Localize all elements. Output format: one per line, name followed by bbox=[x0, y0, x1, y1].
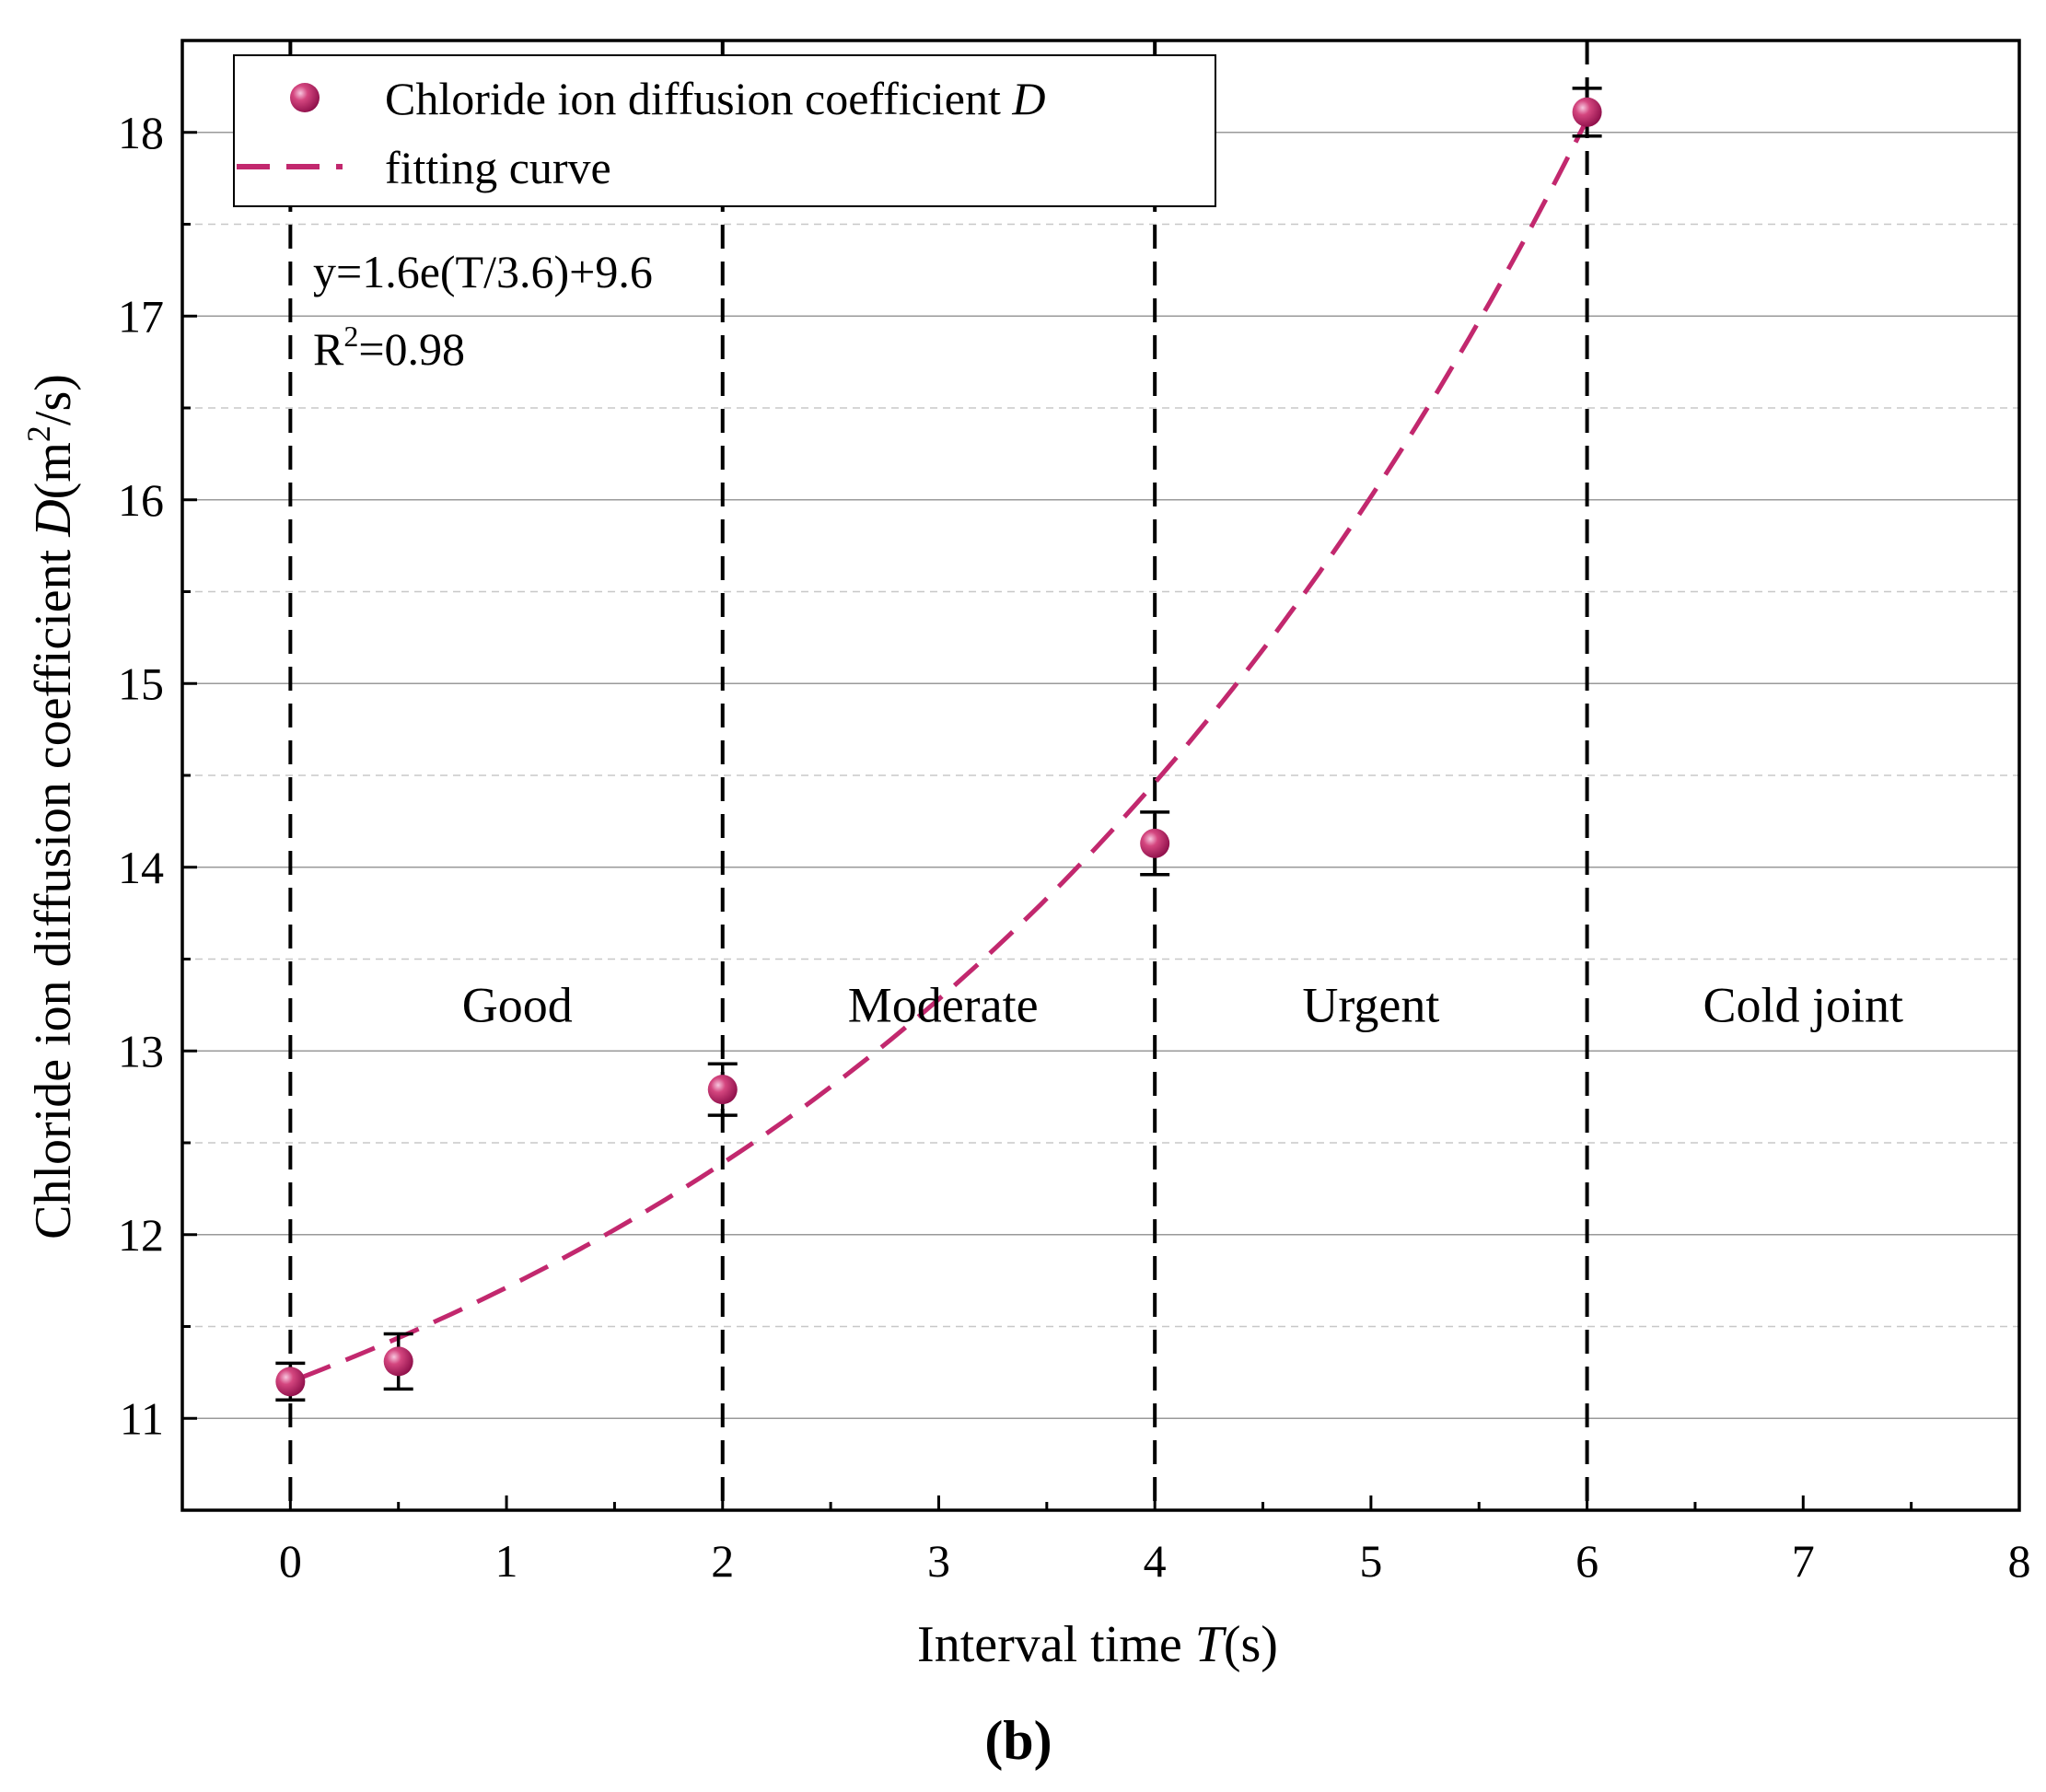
x-tick-label: 6 bbox=[1575, 1535, 1598, 1587]
legend-label-curve: fitting curve bbox=[385, 142, 611, 193]
y-tick-label: 12 bbox=[118, 1209, 164, 1261]
y-tick-label: 13 bbox=[118, 1025, 164, 1076]
grid-layer bbox=[182, 131, 2019, 1420]
x-tick-label: 2 bbox=[711, 1535, 734, 1587]
data-point bbox=[1140, 828, 1170, 858]
x-tick-label: 5 bbox=[1359, 1535, 1382, 1587]
fit-annotation: y=1.6e(T/3.6)+9.6 R2=0.98 bbox=[313, 246, 653, 375]
region-label: Urgent bbox=[1302, 977, 1439, 1032]
y-axis-label: Chloride ion diffusion coefficient D(m2/… bbox=[20, 374, 82, 1239]
y-tick-label: 15 bbox=[118, 657, 164, 709]
legend-marker-symbol bbox=[290, 83, 320, 112]
x-tick-label: 7 bbox=[1792, 1535, 1815, 1587]
x-tick-label: 0 bbox=[279, 1535, 302, 1587]
fitting-curve-layer bbox=[300, 118, 1589, 1380]
plot-frame bbox=[180, 39, 2021, 1512]
x-tick-label: 8 bbox=[2008, 1535, 2031, 1587]
x-axis-label: Interval time T(s) bbox=[917, 1616, 1278, 1673]
fit-r-squared: R2=0.98 bbox=[313, 320, 465, 375]
y-tick-label: 11 bbox=[120, 1392, 164, 1444]
region-label: Moderate bbox=[848, 977, 1039, 1032]
y-tick-label: 17 bbox=[118, 290, 164, 342]
data-point bbox=[275, 1367, 306, 1397]
region-label: Good bbox=[462, 977, 573, 1032]
data-point bbox=[383, 1346, 413, 1377]
y-tick-label: 14 bbox=[118, 842, 164, 893]
region-labels: Good Moderate Urgent Cold joint bbox=[462, 977, 1903, 1032]
region-label: Cold joint bbox=[1703, 977, 1904, 1032]
legend-box bbox=[233, 54, 1216, 207]
data-points-layer bbox=[275, 87, 1602, 1402]
y-tick-label: 16 bbox=[118, 474, 164, 526]
panel-label: (b) bbox=[984, 1710, 1052, 1771]
x-tick-label: 1 bbox=[495, 1535, 518, 1587]
fitting-curve bbox=[300, 118, 1589, 1380]
data-point bbox=[1572, 97, 1602, 127]
x-tick-label: 3 bbox=[927, 1535, 950, 1587]
fit-equation: y=1.6e(T/3.6)+9.6 bbox=[313, 246, 653, 297]
data-point bbox=[707, 1075, 738, 1105]
y-tick-label: 18 bbox=[118, 107, 164, 158]
x-tick-label: 4 bbox=[1144, 1535, 1167, 1587]
legend: Chloride ion diffusion coefficient D fit… bbox=[233, 54, 1216, 207]
legend-label-points: Chloride ion diffusion coefficient D bbox=[385, 73, 1045, 124]
stage-boundary-lines bbox=[288, 41, 1589, 1510]
